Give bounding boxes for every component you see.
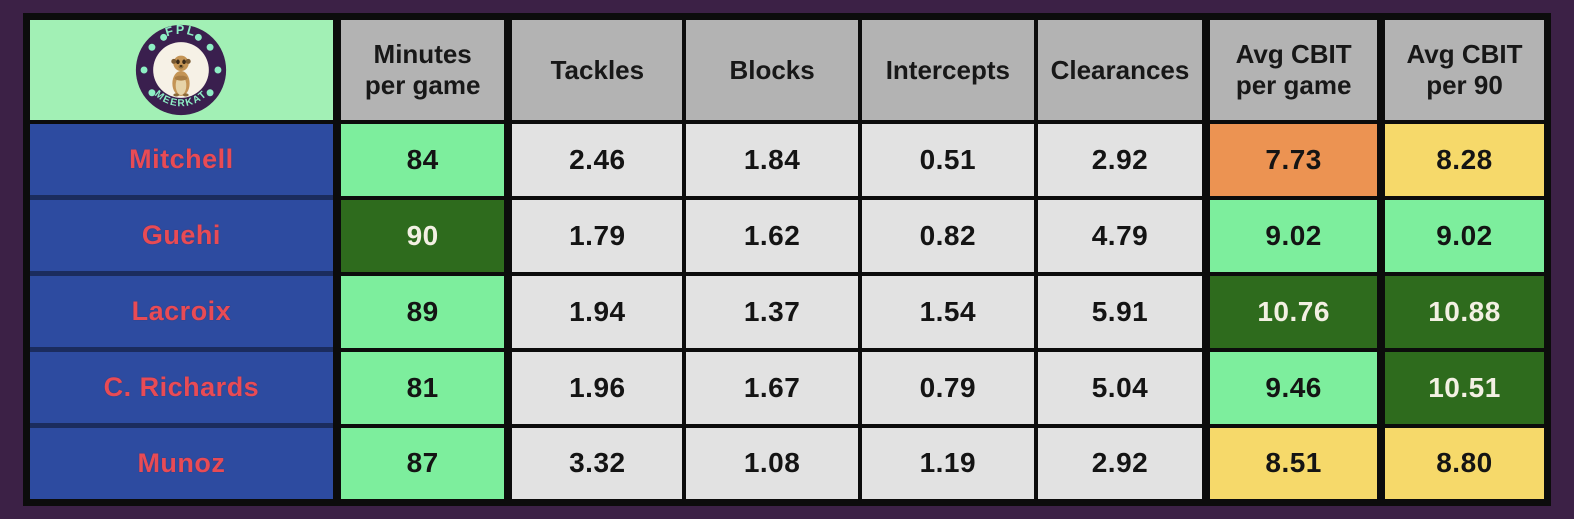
logo-top-text: FPL xyxy=(164,23,197,40)
tackles-cell: 1.79 xyxy=(504,195,687,276)
header-row: FPL MEERKAT xyxy=(24,14,1550,124)
header-line: Avg CBIT xyxy=(1406,39,1523,70)
intercepts-cell: 0.51 xyxy=(857,120,1038,200)
cbit-per-90-cell: 10.51 xyxy=(1376,347,1550,428)
fpl-meerkat-logo-cell: FPL MEERKAT xyxy=(24,14,339,124)
cbit-per-game-cell: 10.76 xyxy=(1202,271,1383,352)
cbit-per-90-cell: 10.88 xyxy=(1376,271,1550,352)
svg-text:FPL: FPL xyxy=(164,23,199,40)
header-clearances: Clearances xyxy=(1033,14,1211,124)
cbit-per-game-cell: 9.46 xyxy=(1202,347,1383,428)
player-name: Mitchell xyxy=(24,120,339,200)
cbit-per-90-cell: 8.28 xyxy=(1376,120,1550,200)
blocks-cell: 1.37 xyxy=(682,271,862,352)
table-row-mitchell: Mitchell 84 2.46 1.84 0.51 2.92 7.73 8.2… xyxy=(24,120,1550,200)
header-line: per game xyxy=(1235,70,1352,100)
intercepts-cell: 1.19 xyxy=(857,423,1038,505)
minutes-cell: 87 xyxy=(332,423,511,505)
cbit-per-game-cell: 7.73 xyxy=(1202,120,1383,200)
blocks-cell: 1.84 xyxy=(682,120,862,200)
player-name: Lacroix xyxy=(24,271,339,352)
blocks-cell: 1.62 xyxy=(682,195,862,276)
tackles-cell: 2.46 xyxy=(504,120,687,200)
intercepts-cell: 0.82 xyxy=(857,195,1038,276)
intercepts-cell: 1.54 xyxy=(857,271,1038,352)
header-minutes-per-game: Minutes per game xyxy=(332,14,511,124)
meerkat-illustration xyxy=(171,55,192,97)
minutes-cell: 90 xyxy=(332,195,511,276)
table-row-guehi: Guehi 90 1.79 1.62 0.82 4.79 9.02 9.02 xyxy=(24,195,1550,276)
tackles-cell: 1.96 xyxy=(504,347,687,428)
tackles-cell: 3.32 xyxy=(504,423,687,505)
header-avg-cbit-per-game: Avg CBIT per game xyxy=(1202,14,1383,124)
cbit-per-game-cell: 8.51 xyxy=(1202,423,1383,505)
defender-stats-table: FPL MEERKAT xyxy=(23,13,1551,506)
clearances-cell: 2.92 xyxy=(1033,120,1211,200)
fpl-meerkat-logo-icon: FPL MEERKAT xyxy=(136,23,227,116)
minutes-cell: 84 xyxy=(332,120,511,200)
cbit-per-90-cell: 9.02 xyxy=(1376,195,1550,276)
header-intercepts: Intercepts xyxy=(857,14,1038,124)
header-tackles: Tackles xyxy=(504,14,687,124)
header-avg-cbit-per-90: Avg CBIT per 90 xyxy=(1376,14,1550,124)
table-row-c-richards: C. Richards 81 1.96 1.67 0.79 5.04 9.46 … xyxy=(24,347,1550,428)
intercepts-cell: 0.79 xyxy=(857,347,1038,428)
blocks-cell: 1.67 xyxy=(682,347,862,428)
header-line: per 90 xyxy=(1426,70,1503,100)
blocks-cell: 1.08 xyxy=(682,423,862,505)
header-line: Minutes xyxy=(373,39,472,70)
clearances-cell: 2.92 xyxy=(1033,423,1211,505)
header-blocks: Blocks xyxy=(682,14,862,124)
player-name: Munoz xyxy=(24,423,339,505)
minutes-cell: 81 xyxy=(332,347,511,428)
table-row-lacroix: Lacroix 89 1.94 1.37 1.54 5.91 10.76 10.… xyxy=(24,271,1550,352)
clearances-cell: 4.79 xyxy=(1033,195,1211,276)
cbit-per-game-cell: 9.02 xyxy=(1202,195,1383,276)
clearances-cell: 5.04 xyxy=(1033,347,1211,428)
header-line: Avg CBIT xyxy=(1235,39,1352,70)
player-name: Guehi xyxy=(24,195,339,276)
header-line: per game xyxy=(364,70,481,100)
clearances-cell: 5.91 xyxy=(1033,271,1211,352)
tackles-cell: 1.94 xyxy=(504,271,687,352)
cbit-per-90-cell: 8.80 xyxy=(1376,423,1550,505)
minutes-cell: 89 xyxy=(332,271,511,352)
table-row-munoz: Munoz 87 3.32 1.08 1.19 2.92 8.51 8.80 xyxy=(24,423,1550,505)
player-name: C. Richards xyxy=(24,347,339,428)
